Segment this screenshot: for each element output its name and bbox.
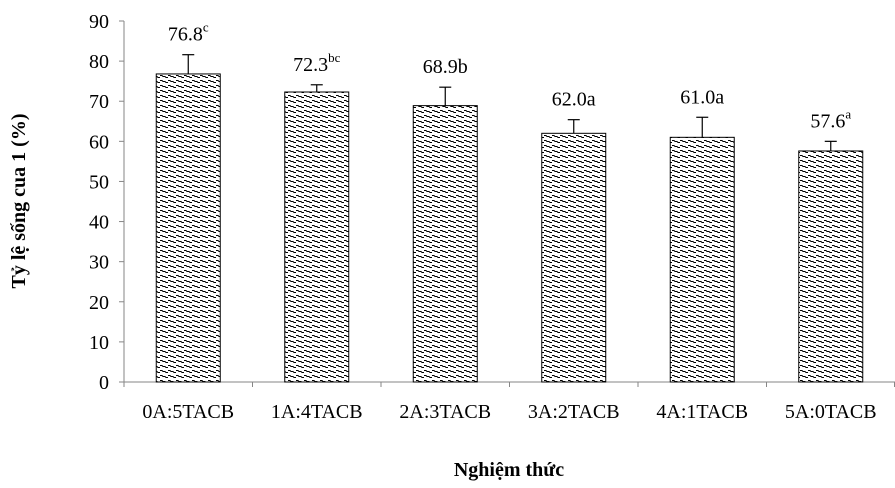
x-tick-label: 1A:4TACB [271,401,363,423]
x-axis: 0A:5TACB 1A:4TACB 2A:3TACB 3A:2TACB 4A:1TACB… [123,381,895,423]
x-tick-label: 0A:5TACB [142,401,234,423]
data-label-value: 62.0 [552,89,587,111]
y-tick-label: 30 [89,252,109,274]
data-label-value: 68.9 [423,56,458,78]
data-label-letter: bc [328,50,341,65]
y-tick-label: 0 [99,372,109,394]
data-label: 61.0a [680,86,724,108]
data-label-letter: a [715,86,724,108]
data-label-letter: a [587,89,596,111]
y-tick-label: 10 [89,332,109,354]
y-tick-label: 50 [89,171,109,193]
bar [284,91,350,383]
data-label: 68.9b [423,56,468,78]
bar [412,105,478,383]
bar [155,73,221,383]
x-tick-label: 4A:1TACB [656,401,748,423]
data-label-value: 72.3 [293,54,328,76]
y-tick-label: 80 [89,51,109,73]
error-bars [182,54,837,151]
y-tick-label: 20 [89,292,109,314]
data-label-letter: c [203,20,209,35]
y-axis-title: Tỷ lệ sống cua 1 (%) [8,114,30,289]
y-tick-label: 70 [89,91,109,113]
bar [798,150,864,383]
y-axis: 0 10 20 30 40 50 60 70 80 90 [89,11,125,394]
data-label-value: 61.0 [680,86,715,108]
bars [155,73,864,383]
data-label: 57.6a [810,106,851,132]
data-label-letter: b [458,56,468,78]
y-tick-label: 60 [89,131,109,153]
y-tick-label: 40 [89,212,109,234]
data-label: 72.3bc [293,50,341,76]
data-label: 62.0a [552,89,596,111]
x-axis-title: Nghiệm thức [454,459,564,481]
y-tick-label: 90 [89,11,109,33]
data-label-letter: a [845,106,851,121]
bar [541,132,607,383]
bar [669,136,735,383]
data-label: 76.8c [168,20,209,46]
x-tick-label: 3A:2TACB [528,401,620,423]
x-tick-label: 5A:0TACB [785,401,877,423]
x-tick-label: 2A:3TACB [399,401,491,423]
data-label-value: 76.8 [168,24,203,46]
data-label-value: 57.6 [810,110,845,132]
